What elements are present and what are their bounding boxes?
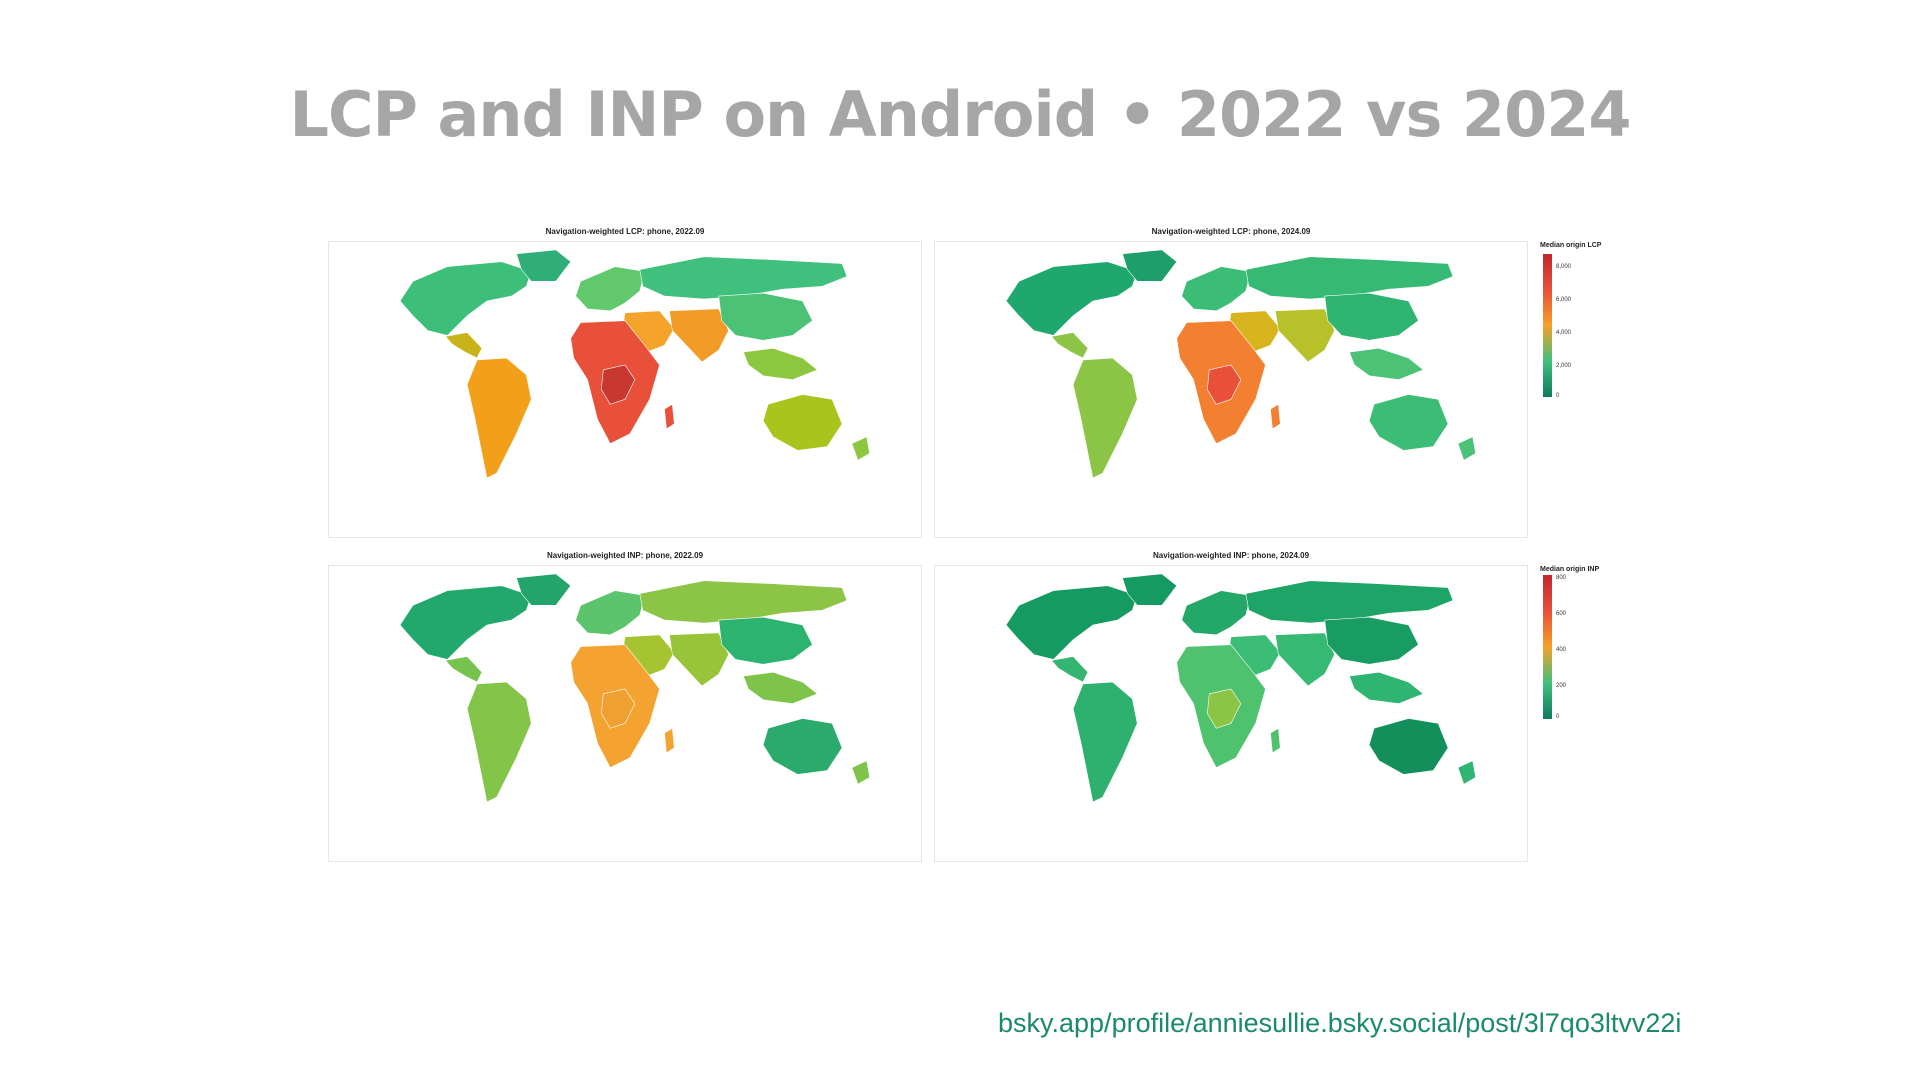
north-america-shape <box>399 261 532 336</box>
australia-shape <box>1368 394 1449 451</box>
new-zealand-shape <box>851 436 871 461</box>
russia-shape <box>1245 256 1454 300</box>
europe-shape <box>1181 266 1252 312</box>
legend-tick: 400 <box>1556 647 1567 653</box>
map-panel-lcp-2022: Navigation-weighted LCP: phone, 2022.09 <box>328 227 922 538</box>
central-america-shape <box>1050 656 1089 683</box>
legend-lcp: Median origin LCP 8,000 6,000 4,000 2,00… <box>1540 242 1620 402</box>
central-africa-shape <box>601 364 636 405</box>
north-america-shape <box>1005 261 1138 336</box>
north-america-shape <box>1005 585 1138 660</box>
legend-tick: 600 <box>1556 611 1567 617</box>
world-map <box>328 565 922 862</box>
central-america-shape <box>444 332 483 359</box>
greenland-shape <box>1122 573 1178 606</box>
europe-shape <box>575 266 646 312</box>
greenland-shape <box>516 573 572 606</box>
legend-tick: 6,000 <box>1556 297 1572 303</box>
central-africa-shape <box>1207 688 1242 729</box>
slide-title: LCP and INP on Android • 2022 vs 2024 <box>289 78 1632 151</box>
north-america-shape <box>399 585 532 660</box>
south-america-shape <box>1072 681 1138 803</box>
australia-shape <box>1368 718 1449 775</box>
east-asia-shape <box>718 616 813 665</box>
south-asia-shape <box>669 308 729 363</box>
central-africa-shape <box>1207 364 1242 405</box>
legend-tick: 4,000 <box>1556 330 1572 336</box>
central-africa-shape <box>601 688 636 729</box>
map-panel-inp-2022: Navigation-weighted INP: phone, 2022.09 <box>328 551 922 862</box>
new-zealand-shape <box>1457 436 1477 461</box>
legend-tick: 2,000 <box>1556 363 1572 369</box>
australia-shape <box>762 394 843 451</box>
east-asia-shape <box>1324 292 1419 341</box>
south-asia-shape <box>669 632 729 687</box>
south-america-shape <box>1072 357 1138 479</box>
south-america-shape <box>466 357 532 479</box>
europe-shape <box>1181 590 1252 636</box>
legend-colorbar <box>1543 575 1552 719</box>
panel-title: Navigation-weighted INP: phone, 2024.09 <box>1152 551 1310 560</box>
legend-tick: 0 <box>1556 393 1560 399</box>
new-zealand-shape <box>851 760 871 785</box>
source-link[interactable]: bsky.app/profile/anniesullie.bsky.social… <box>998 1008 1682 1038</box>
russia-shape <box>639 580 848 624</box>
world-map-svg <box>1005 573 1477 803</box>
east-asia-shape <box>1324 616 1419 665</box>
russia-shape <box>1245 580 1454 624</box>
southeast-asia-shape <box>1348 671 1424 704</box>
legend-colorbar <box>1543 254 1552 397</box>
south-asia-shape <box>1275 632 1335 687</box>
panel-title: Navigation-weighted LCP: phone, 2022.09 <box>545 227 705 236</box>
map-panel-inp-2024: Navigation-weighted INP: phone, 2024.09 <box>934 551 1528 862</box>
world-map <box>934 241 1528 538</box>
legend-tick: 0 <box>1556 714 1560 720</box>
southeast-asia-shape <box>1348 347 1424 380</box>
madagascar-shape <box>1270 727 1281 754</box>
world-map-svg <box>399 249 871 479</box>
madagascar-shape <box>664 727 675 754</box>
greenland-shape <box>1122 249 1178 282</box>
panel-title: Navigation-weighted LCP: phone, 2024.09 <box>1151 227 1311 236</box>
greenland-shape <box>516 249 572 282</box>
new-zealand-shape <box>1457 760 1477 785</box>
legend-tick: 8,000 <box>1556 264 1572 270</box>
map-panel-lcp-2024: Navigation-weighted LCP: phone, 2024.09 <box>934 227 1528 538</box>
legend-tick: 800 <box>1556 575 1567 581</box>
legend-inp: Median origin INP 800 600 400 200 0 <box>1540 566 1620 726</box>
world-map <box>328 241 922 538</box>
madagascar-shape <box>664 403 675 430</box>
australia-shape <box>762 718 843 775</box>
central-america-shape <box>444 656 483 683</box>
world-map-svg <box>1005 249 1477 479</box>
southeast-asia-shape <box>742 347 818 380</box>
east-asia-shape <box>718 292 813 341</box>
madagascar-shape <box>1270 403 1281 430</box>
europe-shape <box>575 590 646 636</box>
legend-tick: 200 <box>1556 683 1567 689</box>
world-map-svg <box>399 573 871 803</box>
legend-title: Median origin INP <box>1540 566 1600 573</box>
legend-title: Median origin LCP <box>1540 242 1602 249</box>
panel-title: Navigation-weighted INP: phone, 2022.09 <box>546 551 704 560</box>
south-asia-shape <box>1275 308 1335 363</box>
southeast-asia-shape <box>742 671 818 704</box>
russia-shape <box>639 256 848 300</box>
world-map <box>934 565 1528 862</box>
south-america-shape <box>466 681 532 803</box>
central-america-shape <box>1050 332 1089 359</box>
